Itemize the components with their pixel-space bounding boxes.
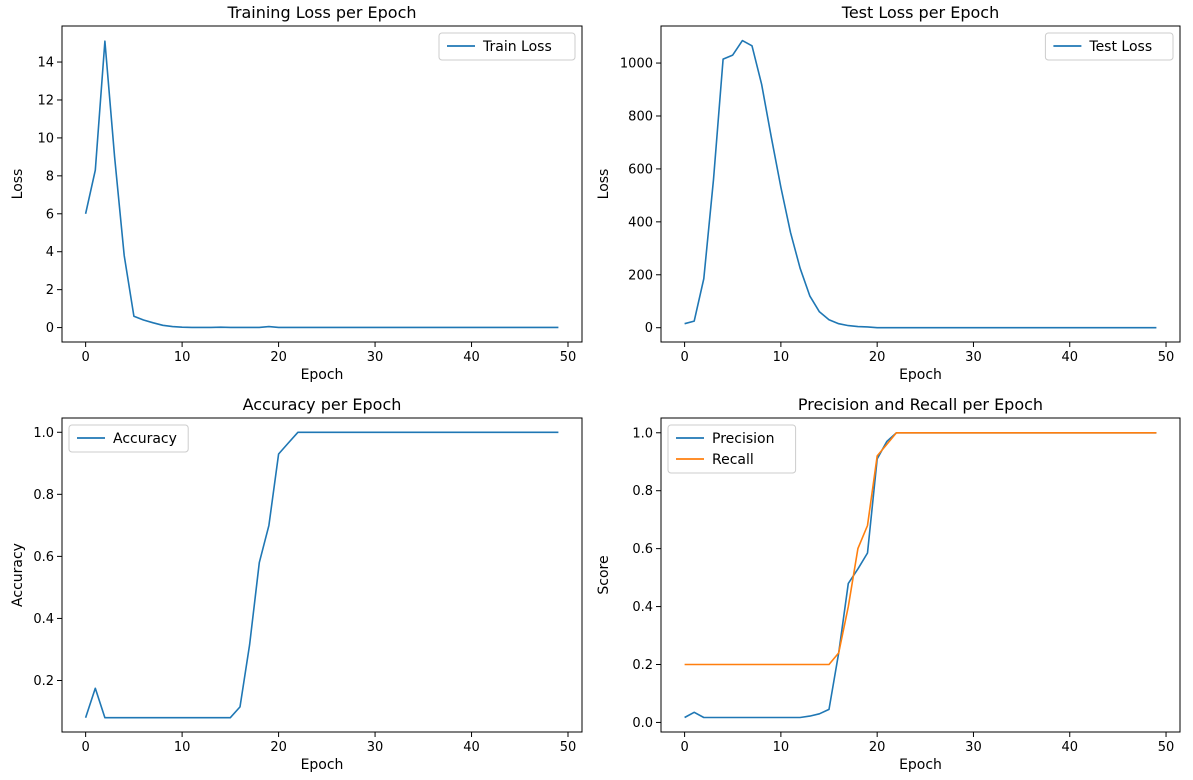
series-line-recall bbox=[684, 431, 1157, 666]
x-tick-label: 0 bbox=[680, 350, 688, 365]
chart-title: Accuracy per Epoch bbox=[243, 395, 402, 414]
x-tick-label: 20 bbox=[270, 350, 287, 365]
y-tick-label: 0 bbox=[46, 321, 54, 336]
x-tick-label: 10 bbox=[773, 740, 790, 755]
y-tick-label: 600 bbox=[628, 162, 653, 177]
y-tick-label: 2 bbox=[46, 283, 54, 298]
y-axis-label: Loss bbox=[10, 169, 26, 200]
legend: Precision Recall bbox=[667, 424, 797, 474]
y-tick-label: 10 bbox=[37, 131, 54, 146]
y-tick-label: 0.0 bbox=[632, 716, 653, 731]
y-tick-label: 0.4 bbox=[33, 612, 54, 627]
legend-label: Accuracy bbox=[113, 431, 177, 447]
x-axis-label: Epoch bbox=[899, 757, 942, 773]
plot-frame bbox=[61, 25, 583, 343]
y-tick-label: 4 bbox=[46, 245, 54, 260]
series-line-accuracy bbox=[84, 431, 559, 719]
y-tick-label: 0.8 bbox=[632, 484, 653, 499]
y-tick-label: 200 bbox=[628, 268, 653, 283]
y-tick-label: 14 bbox=[37, 56, 54, 71]
y-tick-label: 0 bbox=[645, 321, 653, 336]
series-line-train-loss bbox=[84, 40, 559, 329]
x-tick-label: 50 bbox=[1158, 740, 1175, 755]
x-axis-label: Epoch bbox=[301, 367, 344, 383]
plot-frame bbox=[61, 417, 583, 733]
chart-1: 0 10 20 30 40 50 0 200 400 600 800 1000 Test Loss pe… bbox=[596, 3, 1181, 383]
y-tick-label: 6 bbox=[46, 207, 54, 222]
y-tick-label: 0.6 bbox=[33, 550, 54, 565]
y-tick-label: 400 bbox=[628, 215, 653, 230]
y-tick-label: 1.0 bbox=[632, 426, 653, 441]
chart-title: Test Loss per Epoch bbox=[841, 3, 999, 22]
legend-box bbox=[438, 32, 576, 61]
legend-box bbox=[1044, 32, 1174, 61]
y-tick-label: 800 bbox=[628, 109, 653, 124]
y-tick-label: 1000 bbox=[620, 57, 653, 72]
legend: Accuracy bbox=[68, 424, 189, 453]
x-tick-label: 40 bbox=[463, 350, 480, 365]
legend-label: Test Loss bbox=[1088, 39, 1152, 55]
plot-frame bbox=[660, 25, 1181, 343]
y-tick-label: 0.2 bbox=[33, 674, 54, 689]
y-tick-label: 12 bbox=[37, 93, 54, 108]
x-tick-label: 0 bbox=[81, 740, 89, 755]
x-tick-label: 20 bbox=[270, 740, 287, 755]
chart-title: Training Loss per Epoch bbox=[226, 3, 416, 22]
x-tick-label: 10 bbox=[773, 350, 790, 365]
x-tick-label: 0 bbox=[680, 740, 688, 755]
legend-box bbox=[68, 424, 189, 453]
y-tick-label: 0.6 bbox=[632, 542, 653, 557]
x-tick-label: 40 bbox=[1061, 740, 1078, 755]
plot-frame bbox=[660, 417, 1181, 733]
x-axis-label: Epoch bbox=[899, 367, 942, 383]
legend-box bbox=[667, 424, 797, 474]
legend: Test Loss bbox=[1044, 32, 1174, 61]
y-tick-label: 1.0 bbox=[33, 426, 54, 441]
chart-2: 0 10 20 30 40 50 0.2 0.4 0.6 0.8 1.0 Accuracy per E… bbox=[10, 395, 583, 773]
x-tick-label: 10 bbox=[174, 740, 191, 755]
chart-0: 0 10 20 30 40 50 0 2 4 6 8 10 12 14 Training Loss per … bbox=[10, 3, 583, 383]
x-axis-label: Epoch bbox=[301, 757, 344, 773]
y-tick-label: 0.2 bbox=[632, 658, 653, 673]
x-tick-label: 0 bbox=[81, 350, 89, 365]
x-tick-label: 20 bbox=[869, 350, 886, 365]
chart-title: Precision and Recall per Epoch bbox=[798, 395, 1043, 414]
legend-label: Recall bbox=[712, 452, 754, 468]
x-tick-label: 50 bbox=[1158, 350, 1175, 365]
x-tick-label: 30 bbox=[367, 740, 384, 755]
x-tick-label: 50 bbox=[560, 740, 577, 755]
series-line-test-loss bbox=[684, 39, 1157, 329]
x-tick-label: 50 bbox=[560, 350, 577, 365]
x-tick-label: 40 bbox=[463, 740, 480, 755]
x-tick-label: 20 bbox=[869, 740, 886, 755]
legend: Train Loss bbox=[438, 32, 576, 61]
x-tick-label: 30 bbox=[965, 740, 982, 755]
y-tick-label: 0.8 bbox=[33, 488, 54, 503]
x-tick-label: 30 bbox=[367, 350, 384, 365]
x-tick-label: 30 bbox=[965, 350, 982, 365]
y-axis-label: Loss bbox=[596, 169, 612, 200]
chart-3: 0 10 20 30 40 50 0.0 0.2 0.4 0.6 0.8 1.0 Precision a… bbox=[596, 395, 1181, 773]
y-axis-label: Score bbox=[596, 555, 612, 594]
y-tick-label: 0.4 bbox=[632, 600, 653, 615]
legend-label: Precision bbox=[712, 431, 774, 447]
legend-label: Train Loss bbox=[482, 39, 552, 55]
y-axis-label: Accuracy bbox=[10, 543, 26, 607]
y-tick-label: 8 bbox=[46, 169, 54, 184]
x-tick-label: 40 bbox=[1061, 350, 1078, 365]
x-tick-label: 10 bbox=[174, 350, 191, 365]
